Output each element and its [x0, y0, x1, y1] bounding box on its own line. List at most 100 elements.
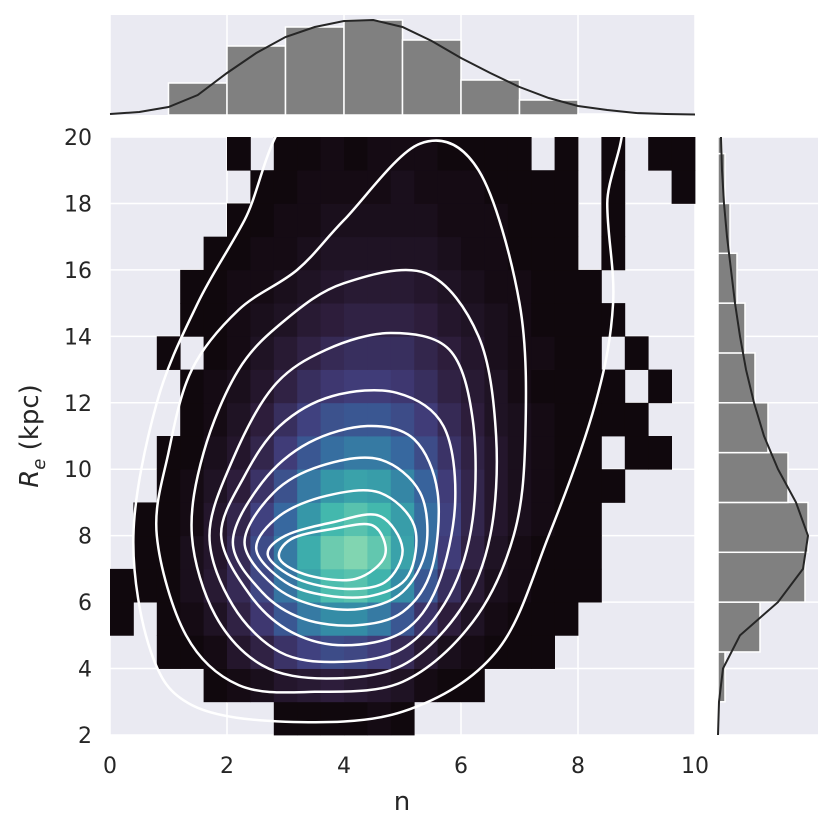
heatmap-cell — [320, 469, 345, 503]
marginals — [109, 18, 810, 736]
heatmap-cell — [437, 170, 462, 204]
heatmap-cell — [390, 668, 415, 703]
marginal-bar — [717, 501, 809, 554]
heatmap-cell — [273, 137, 298, 171]
heatmap-cell — [461, 236, 485, 271]
heatmap-cell — [554, 568, 579, 603]
heatmap-cell — [578, 336, 602, 370]
heatmap-cell — [484, 535, 509, 570]
heatmap-cell — [344, 402, 368, 437]
heatmap-cell — [203, 336, 228, 370]
heatmap-cell — [484, 602, 509, 636]
marginal-bar — [717, 402, 769, 454]
heatmap-cell — [601, 236, 626, 271]
heatmap-cell — [344, 535, 368, 570]
heatmap-cell — [484, 502, 509, 537]
heatmap-cell — [531, 170, 555, 204]
heatmap-cell — [110, 602, 134, 636]
marginal-bar — [460, 79, 521, 116]
heatmap-cell — [367, 668, 392, 703]
heatmap-cell — [156, 502, 181, 537]
heatmap-cell — [344, 336, 368, 370]
heatmap-cell — [250, 668, 275, 703]
heatmap-cell — [671, 137, 696, 171]
heatmap-cell — [133, 535, 158, 570]
y-tick-label: 2 — [78, 724, 92, 749]
heatmap-cell — [414, 402, 438, 437]
heatmap-cell — [320, 402, 345, 437]
heatmap-cell — [250, 369, 275, 404]
heatmap-cell — [344, 436, 368, 470]
heatmap-cell — [250, 469, 275, 503]
heatmap-cell — [367, 336, 392, 370]
contour-line — [208, 331, 477, 664]
heatmap-cell — [554, 170, 579, 204]
heatmap-cell — [367, 469, 392, 503]
heatmap-cell — [320, 236, 345, 271]
heatmap-cell — [320, 303, 345, 337]
x-tick-label: 0 — [103, 754, 117, 779]
heatmap-cell — [578, 568, 602, 603]
heatmap-cell — [273, 336, 298, 370]
heatmap-cell — [554, 137, 579, 171]
marginal-bar — [518, 99, 579, 116]
heatmap-cell — [461, 436, 485, 470]
heatmap-cell — [554, 336, 579, 370]
contour-line — [190, 268, 499, 680]
heatmap-cell — [648, 436, 672, 470]
heatmap-cell — [297, 469, 321, 503]
heatmap-cell — [390, 170, 415, 204]
heatmap-cell — [367, 602, 392, 636]
heatmap-cell — [227, 336, 251, 370]
heatmap-cell — [250, 602, 275, 636]
heatmap-cell — [554, 203, 579, 238]
heatmap-cell — [180, 635, 204, 669]
heatmap-cell — [320, 635, 345, 669]
heatmap-cell — [507, 402, 532, 437]
heatmap-cell — [250, 236, 275, 271]
heatmap-cell — [273, 203, 298, 238]
heatmap-cell — [203, 369, 228, 404]
heatmap-cell — [344, 701, 368, 736]
heatmap-cell — [320, 701, 345, 736]
heatmap-cell — [507, 568, 532, 603]
heatmap-cell — [367, 303, 392, 337]
marginal-bar — [226, 45, 287, 116]
heatmap-cell — [227, 602, 251, 636]
heatmap-cell — [461, 369, 485, 404]
heatmap-cell — [507, 170, 532, 204]
heatmap-cell — [461, 336, 485, 370]
heatmap-cell — [507, 469, 532, 503]
contours — [132, 137, 623, 724]
heatmap-cell — [624, 436, 649, 470]
heatmap-cell — [414, 369, 438, 404]
heatmap-cell — [156, 568, 181, 603]
heatmap-cell — [414, 336, 438, 370]
x-tick-label: 8 — [571, 754, 585, 779]
heatmap-cell — [273, 635, 298, 669]
heatmap-cell — [414, 269, 438, 304]
heatmap-cell — [601, 303, 626, 337]
heatmap-cell — [507, 303, 532, 337]
heatmap-cell — [461, 602, 485, 636]
heatmap-cell — [203, 635, 228, 669]
heatmap-cell — [297, 137, 321, 171]
x-axis-label: n — [394, 787, 410, 817]
y-tick-label: 16 — [64, 259, 92, 284]
heatmap-cell — [156, 336, 181, 370]
heatmap-cell — [437, 568, 462, 603]
heatmap-cell — [227, 303, 251, 337]
heatmap-cell — [227, 137, 251, 171]
heatmap-cell — [437, 336, 462, 370]
heatmap-cell — [367, 203, 392, 238]
y-tick-label: 8 — [78, 525, 92, 550]
contour-line — [231, 424, 440, 627]
contour-line — [277, 522, 387, 582]
heatmap-cell — [344, 635, 368, 669]
heatmap-cell — [554, 402, 579, 437]
marginal-bar — [717, 601, 761, 653]
contour-line — [132, 137, 623, 724]
heatmap-cell — [484, 303, 509, 337]
heatmap-cell — [180, 369, 204, 404]
